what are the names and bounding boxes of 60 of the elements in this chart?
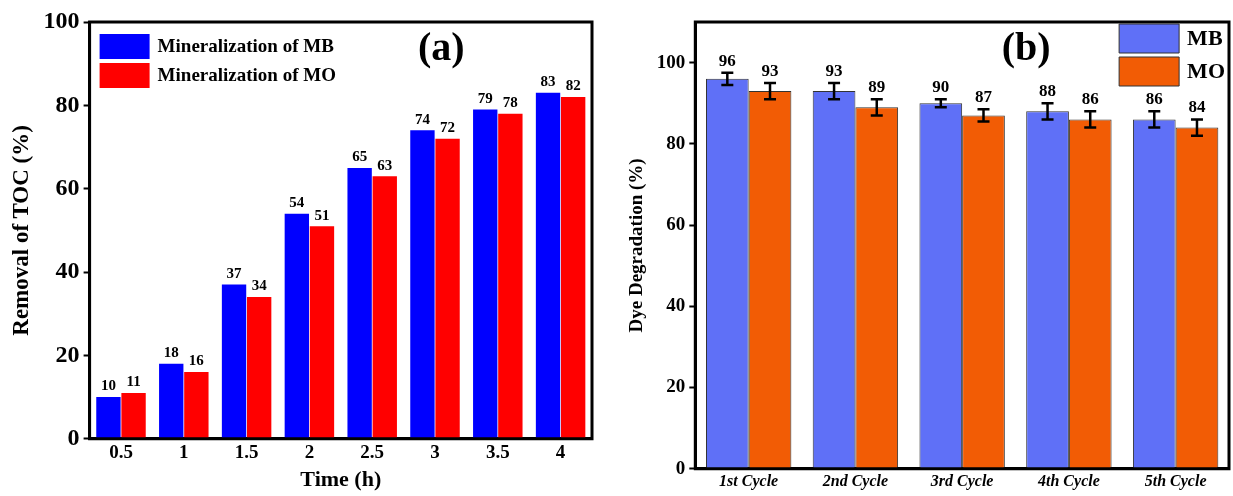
x-tick-label: 3rd Cycle — [929, 471, 994, 490]
y-tick-label: 20 — [666, 375, 686, 397]
x-tick-label: 5th Cycle — [1144, 471, 1207, 490]
data-label: 65 — [352, 148, 368, 165]
x-tick-label: 4 — [555, 441, 566, 463]
data-label: 11 — [126, 373, 141, 390]
x-tick-label: 3 — [430, 441, 440, 463]
data-label: 87 — [975, 87, 993, 107]
x-tick-label: 3.5 — [485, 441, 510, 463]
data-label: 37 — [226, 264, 243, 281]
data-label: 74 — [414, 110, 431, 127]
legend-label: Mineralization of MO — [157, 64, 336, 86]
x-tick-label: 0.5 — [109, 441, 133, 463]
data-label: 54 — [289, 194, 305, 211]
y-tick-label: 40 — [666, 294, 686, 316]
y-tick-label: 60 — [666, 213, 686, 234]
data-label: 82 — [565, 77, 581, 94]
y-tick-label: 80 — [55, 90, 80, 117]
data-label: 84 — [1188, 97, 1206, 117]
y-tick-label: 100 — [656, 50, 686, 72]
data-label: 34 — [251, 277, 268, 294]
y-tick-label: 20 — [55, 340, 80, 367]
y-tick-label: 80 — [666, 131, 686, 153]
legend-label: MO — [1187, 58, 1226, 84]
x-tick-label: 4th Cycle — [1037, 471, 1100, 490]
data-label: 79 — [477, 89, 493, 106]
data-label: 88 — [1039, 81, 1057, 101]
x-tick-label: 1st Cycle — [719, 471, 779, 490]
data-label: 90 — [932, 77, 950, 97]
legend-label: Mineralization of MB — [157, 35, 335, 57]
data-label: 63 — [377, 156, 393, 173]
y-tick-label: 0 — [675, 456, 686, 478]
annotation: (a) — [417, 24, 465, 70]
data-label: 86 — [1081, 89, 1099, 109]
x-axis-title: Time (h) — [300, 466, 382, 492]
y-tick-label: 40 — [55, 257, 80, 284]
data-label: 93 — [825, 60, 843, 80]
data-label: 86 — [1145, 89, 1163, 109]
data-label: 18 — [163, 344, 179, 361]
x-tick-label: 2.5 — [360, 441, 385, 463]
data-label: 51 — [314, 206, 330, 223]
x-tick-label: 1 — [179, 441, 189, 463]
data-label: 83 — [540, 73, 556, 90]
legend-label: MB — [1187, 25, 1223, 51]
y-axis-title: Removal of TOC (%) — [7, 125, 33, 336]
x-tick-label: 2nd Cycle — [821, 471, 889, 490]
data-label: 89 — [868, 77, 886, 97]
y-tick-label: 100 — [43, 7, 80, 34]
data-label: 72 — [440, 119, 456, 136]
data-label: 96 — [718, 50, 736, 70]
x-tick-label: 2 — [304, 441, 315, 463]
data-label: 16 — [188, 352, 205, 369]
data-label: 78 — [502, 94, 518, 111]
y-tick-label: 0 — [67, 424, 80, 450]
x-tick-label: 1.5 — [234, 441, 259, 463]
data-label: 10 — [100, 377, 116, 394]
y-tick-label: 60 — [55, 173, 80, 200]
annotation: (b) — [1001, 24, 1051, 70]
y-axis-title: Dye Degradation (%) — [625, 158, 648, 333]
data-label: 93 — [761, 60, 779, 80]
